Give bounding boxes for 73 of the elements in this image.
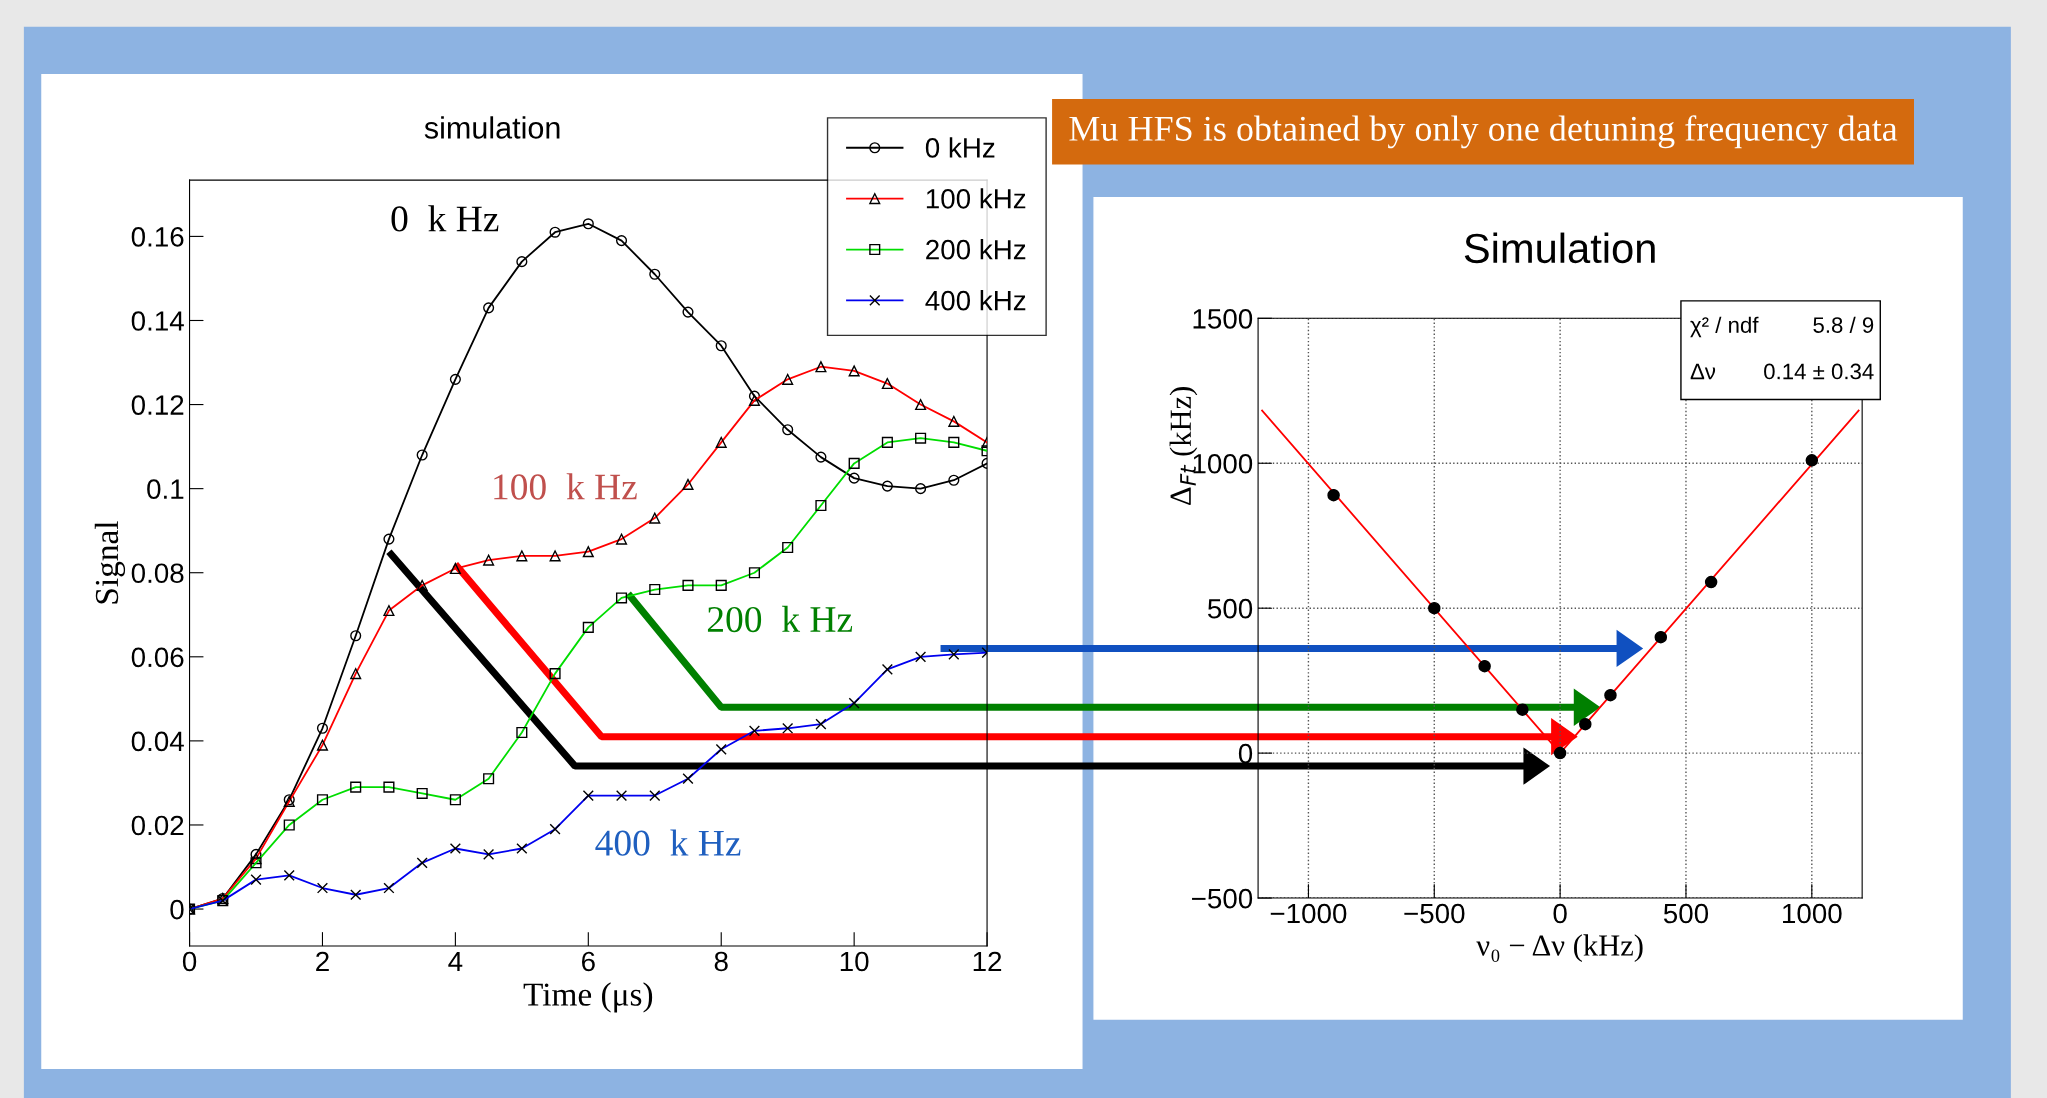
point bbox=[316, 722, 329, 734]
point bbox=[748, 390, 761, 402]
point bbox=[915, 483, 927, 495]
x-tick-label: 8 bbox=[714, 951, 728, 972]
point bbox=[416, 449, 428, 461]
x-tick-label: 12 bbox=[973, 951, 1002, 972]
annotation: 400 k Hz bbox=[595, 829, 741, 856]
point bbox=[1704, 575, 1718, 589]
point bbox=[782, 424, 794, 436]
annotation: 0.14 ± 0.34 bbox=[1764, 363, 1874, 380]
x-tick-label: 6 bbox=[581, 951, 595, 972]
point bbox=[1327, 488, 1340, 502]
point bbox=[1805, 454, 1819, 467]
legend-label: 100 kHz bbox=[926, 188, 1026, 209]
point bbox=[350, 630, 362, 642]
point bbox=[682, 306, 694, 318]
legend-label: 200 kHz bbox=[926, 239, 1026, 260]
point bbox=[881, 480, 893, 492]
point bbox=[582, 218, 594, 230]
point bbox=[483, 302, 495, 314]
point bbox=[449, 373, 461, 385]
legend-label: 400 kHz bbox=[925, 290, 1026, 311]
point bbox=[383, 533, 395, 545]
point bbox=[715, 340, 727, 352]
point bbox=[649, 268, 661, 280]
annotation: Δν bbox=[1690, 363, 1716, 380]
annotation: χ² / ndf bbox=[1690, 316, 1759, 338]
point bbox=[1604, 688, 1617, 702]
x-tick-label: −1000 bbox=[1270, 903, 1347, 924]
point bbox=[848, 472, 860, 484]
y-tick-label: 1500 bbox=[1193, 308, 1253, 329]
x-axis-title: ν₀ − Δν (kHz) bbox=[1476, 934, 1643, 963]
y-tick-label: 0.08 bbox=[131, 563, 184, 584]
y-tick-label: 0.1 bbox=[147, 479, 184, 499]
y-tick-label: 0.06 bbox=[131, 647, 184, 668]
y-tick-label: 0.16 bbox=[131, 227, 184, 247]
point bbox=[815, 451, 827, 463]
point bbox=[948, 474, 960, 486]
chart-title: simulation bbox=[424, 116, 560, 139]
y-tick-label: −500 bbox=[1192, 888, 1253, 909]
legend-label: 0 kHz bbox=[925, 137, 995, 158]
y-tick-label: 0.14 bbox=[131, 311, 184, 331]
y-tick-label: 0.02 bbox=[131, 815, 184, 836]
annotation: 0 k Hz bbox=[391, 205, 499, 232]
y-tick-label: 0.04 bbox=[131, 731, 184, 752]
point bbox=[1516, 703, 1529, 716]
y-axis-title: Signal bbox=[94, 521, 126, 604]
point bbox=[1428, 601, 1441, 615]
x-tick-label: 10 bbox=[840, 951, 869, 972]
x-tick-label: −500 bbox=[1404, 903, 1465, 924]
y-tick-label: 0 bbox=[1238, 743, 1253, 764]
point bbox=[615, 235, 628, 247]
point bbox=[1553, 746, 1567, 760]
point bbox=[516, 256, 528, 268]
annotation: 5.8 / 9 bbox=[1813, 316, 1874, 333]
y-tick-label: 500 bbox=[1207, 598, 1253, 619]
annotation: 200 k Hz bbox=[707, 605, 853, 633]
point bbox=[1654, 630, 1668, 644]
chart-subtitle: Mu HFS is obtained by only one detuning frequency data bbox=[1069, 115, 1898, 149]
x-tick-label: 4 bbox=[448, 951, 463, 972]
point bbox=[1579, 717, 1592, 731]
point bbox=[1478, 659, 1491, 673]
annotation: 100 k Hz bbox=[494, 473, 637, 500]
chart-title: Simulation bbox=[1464, 232, 1655, 264]
x-tick-label: 0 bbox=[1553, 903, 1567, 924]
x-tick-label: 0 bbox=[182, 951, 197, 972]
y-tick-label: 0.12 bbox=[131, 395, 184, 415]
x-tick-label: 2 bbox=[316, 951, 329, 972]
x-tick-label: 500 bbox=[1663, 903, 1709, 924]
x-axis-title: Time (μs) bbox=[523, 982, 653, 1013]
point bbox=[250, 848, 262, 860]
x-tick-label: 1000 bbox=[1783, 903, 1842, 924]
point bbox=[549, 226, 561, 238]
